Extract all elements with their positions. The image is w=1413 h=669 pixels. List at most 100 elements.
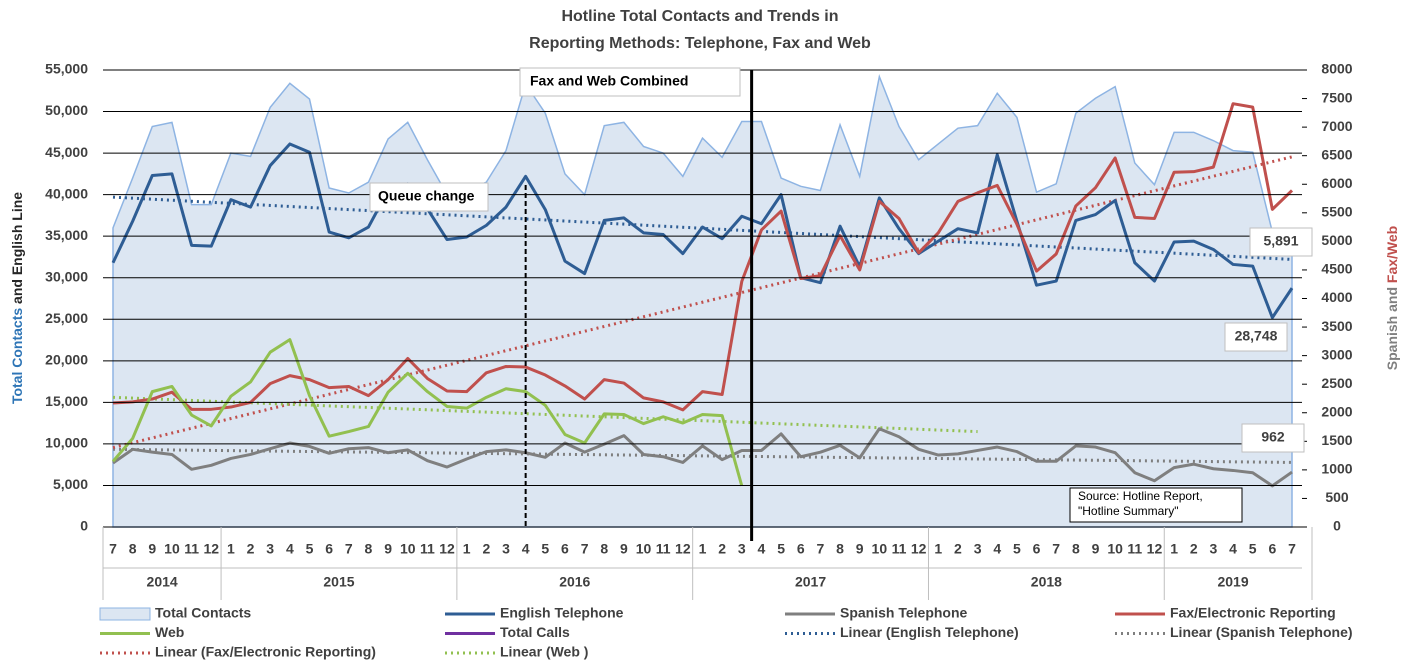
trend-line [112,395,978,434]
x-tick-label: 6 [1033,541,1041,557]
x-tick-label: 4 [522,541,530,557]
x-tick-label: 12 [911,541,927,557]
x-tick-label: 11 [420,541,435,557]
x-tick-label: 2 [247,541,255,557]
data-label-box [1249,227,1313,257]
y2-tick-label: 5000 [1321,232,1352,248]
x-tick-label: 4 [286,541,294,557]
y2-tick-label: 6000 [1321,175,1352,191]
year-label: 2018 [1031,574,1062,590]
y-tick-label: 10,000 [45,435,88,451]
y-tick-label: 0 [80,518,88,534]
x-tick-label: 7 [581,541,589,557]
y-tick-label: 30,000 [45,268,88,284]
y-tick-label: 45,000 [45,144,88,160]
legend-label: Linear (Fax/Electronic Reporting) [155,644,376,660]
x-tick-label: 9 [1092,541,1100,557]
legend-label: Web [155,624,184,640]
y-tick-label: 40,000 [45,185,88,201]
x-tick-label: 8 [365,541,373,557]
x-tick-label: 2 [718,541,726,557]
trend-line [112,447,1293,464]
legend-label: English Telephone [500,605,624,621]
y2-tick-label: 4000 [1321,289,1352,305]
y2-tick-label: 7000 [1321,118,1352,134]
y2-tick-label: 500 [1325,489,1349,505]
x-tick-label: 5 [1013,541,1021,557]
y2-tick-label: 3000 [1321,346,1352,362]
x-tick-label: 7 [109,541,117,557]
legend-label: Total Contacts [155,605,251,621]
source-text: "Hotline Summary" [1078,504,1179,518]
source-text: Source: Hotline Report, [1078,489,1203,503]
y2-tick-label: 6500 [1321,146,1352,162]
x-tick-label: 2 [482,541,490,557]
legend-label: Total Calls [500,624,570,640]
y2-tick-label: 0 [1333,518,1341,534]
x-tick-label: 11 [1127,541,1142,557]
year-label: 2017 [795,574,826,590]
y-tick-label: 35,000 [45,227,88,243]
year-label: 2014 [147,574,178,590]
x-tick-label: 4 [758,541,766,557]
x-tick-label: 4 [1229,541,1237,557]
x-tick-label: 8 [1072,541,1080,557]
x-tick-label: 10 [872,541,888,557]
y-tick-label: 20,000 [45,352,88,368]
x-tick-label: 5 [777,541,785,557]
series-line [111,338,744,487]
x-tick-label: 6 [325,541,333,557]
y-tick-label: 15,000 [45,393,88,409]
data-label: 28,748 [1235,328,1278,344]
x-tick-label: 11 [656,541,671,557]
legend-label: Linear (Spanish Telephone) [1170,624,1353,640]
y2-tick-label: 5500 [1321,204,1352,220]
plot-area [103,70,1302,528]
legend-label: Linear (Web ) [500,644,588,660]
x-tick-label: 1 [699,541,707,557]
legend-label: Spanish Telephone [840,605,968,621]
y2-tick-label: 2500 [1321,375,1352,391]
series-line [111,142,1294,320]
trend-line [112,155,1293,450]
x-tick-label: 10 [400,541,416,557]
annotation-box [369,182,489,212]
x-tick-label: 10 [164,541,180,557]
x-tick-label: 6 [1268,541,1276,557]
x-tick-label: 9 [384,541,392,557]
y-tick-label: 55,000 [45,61,88,77]
x-tick-label: 3 [502,541,510,557]
y2-tick-label: 2000 [1321,403,1352,419]
y2-axis-title-part: Fax/Web [1384,226,1400,283]
x-tick-label: 3 [974,541,982,557]
annotation-text: Queue change [378,188,475,204]
y-axis-title: Total Contacts and English Line [9,192,25,404]
y-tick-label: 25,000 [45,310,88,326]
chart-title: Reporting Methods: Telephone, Fax and We… [529,35,871,52]
x-tick-label: 8 [836,541,844,557]
chart-title: Hotline Total Contacts and Trends in [561,8,838,25]
series-line [112,427,1293,488]
x-tick-label: 4 [993,541,1001,557]
x-tick-label: 9 [148,541,156,557]
x-tick-label: 12 [439,541,455,557]
x-tick-label: 3 [738,541,746,557]
series-line [112,102,1294,412]
x-tick-label: 7 [345,541,353,557]
data-label: 962 [1261,429,1285,445]
y2-tick-label: 8000 [1321,61,1352,77]
x-tick-label: 12 [203,541,219,557]
x-tick-label: 1 [463,541,471,557]
x-tick-label: 7 [817,541,825,557]
y2-tick-label: 1000 [1321,461,1352,477]
y-tick-label: 5,000 [53,476,88,492]
annotation-box [519,67,741,97]
year-label: 2015 [323,574,354,590]
source-box [1069,487,1243,523]
legend-label: Fax/Electronic Reporting [1170,605,1336,621]
x-tick-label: 1 [1170,541,1178,557]
x-tick-label: 7 [1288,541,1296,557]
y2-axis-title-part: Spanish and [1384,287,1400,370]
legend-label: Linear (English Telephone) [840,624,1019,640]
x-tick-label: 5 [1249,541,1257,557]
